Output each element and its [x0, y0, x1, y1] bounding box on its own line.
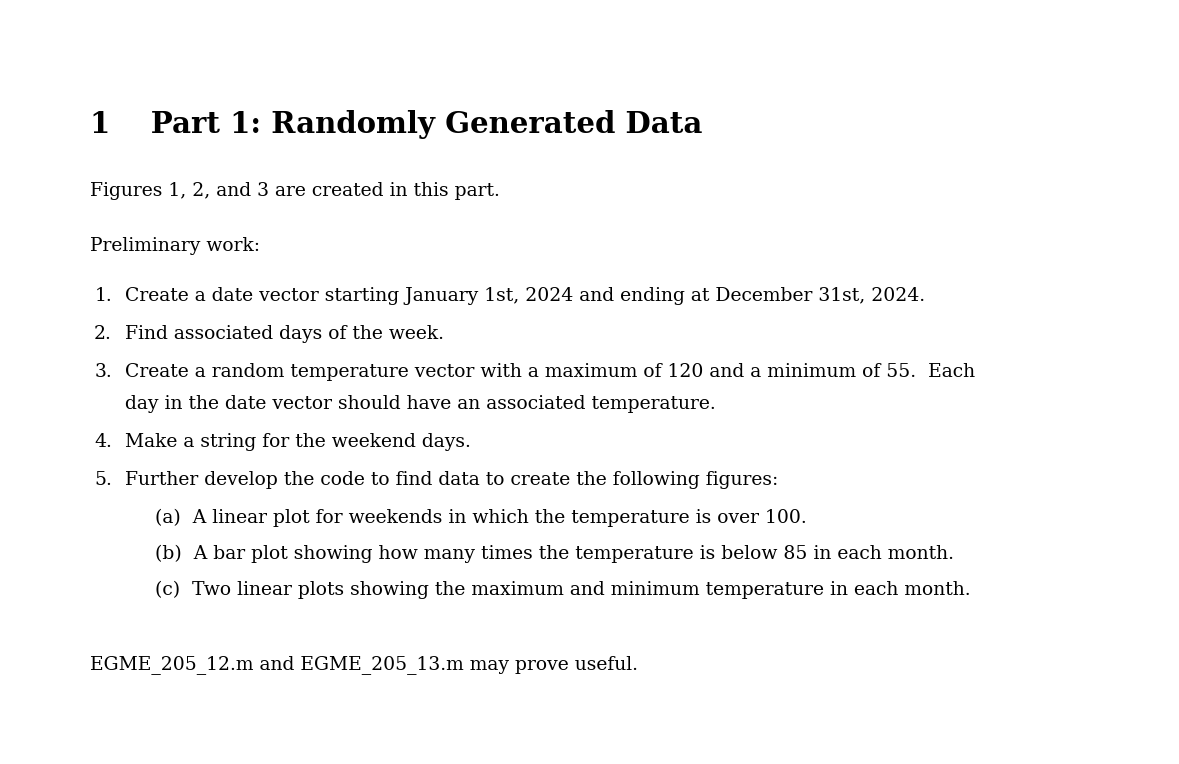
Text: day in the date vector should have an associated temperature.: day in the date vector should have an as… — [125, 395, 716, 413]
Text: Make a string for the weekend days.: Make a string for the weekend days. — [125, 433, 470, 451]
Text: 3.: 3. — [94, 363, 112, 381]
Text: (b)  A bar plot showing how many times the temperature is below 85 in each month: (b) A bar plot showing how many times th… — [154, 545, 954, 563]
Text: Find associated days of the week.: Find associated days of the week. — [125, 325, 444, 343]
Text: Figures 1, 2, and 3 are created in this part.: Figures 1, 2, and 3 are created in this … — [90, 182, 500, 200]
Text: 1.: 1. — [94, 287, 112, 305]
Text: 4.: 4. — [94, 433, 112, 451]
Text: Preliminary work:: Preliminary work: — [90, 237, 261, 255]
Text: 2.: 2. — [94, 325, 112, 343]
Text: EGME_205_12.m and EGME_205_13.m may prove useful.: EGME_205_12.m and EGME_205_13.m may prov… — [90, 655, 638, 674]
Text: Further develop the code to find data to create the following figures:: Further develop the code to find data to… — [125, 471, 778, 489]
Text: (a)  A linear plot for weekends in which the temperature is over 100.: (a) A linear plot for weekends in which … — [154, 509, 806, 527]
Text: 1    Part 1: Randomly Generated Data: 1 Part 1: Randomly Generated Data — [90, 110, 703, 139]
Text: 5.: 5. — [94, 471, 112, 489]
Text: Create a random temperature vector with a maximum of 120 and a minimum of 55.  E: Create a random temperature vector with … — [125, 363, 975, 381]
Text: (c)  Two linear plots showing the maximum and minimum temperature in each month.: (c) Two linear plots showing the maximum… — [154, 581, 970, 599]
Text: Create a date vector starting January 1st, 2024 and ending at December 31st, 202: Create a date vector starting January 1s… — [125, 287, 926, 305]
